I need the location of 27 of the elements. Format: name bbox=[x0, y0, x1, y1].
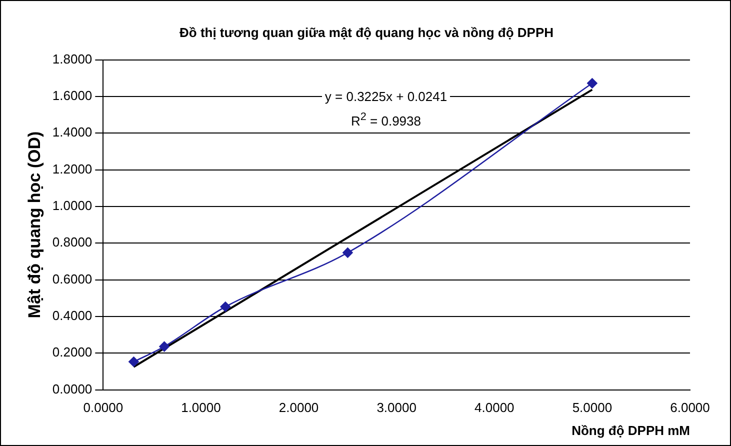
chart-title: Đồ thị tương quan giữa mật độ quang học và nồng độ DPPH bbox=[178, 25, 554, 40]
y-tick-label: 0.2000 bbox=[52, 344, 92, 360]
y-axis-title: Mật độ quang học (OD) bbox=[24, 131, 44, 318]
annotation: R$^{2}$ = 0.9938 bbox=[348, 107, 424, 132]
y-tick-label: 0.8000 bbox=[52, 234, 92, 250]
y-tick-label: 1.8000 bbox=[52, 51, 92, 66]
y-tick-label: 0.0000 bbox=[52, 381, 92, 396]
x-tick-label: 0.0000 bbox=[83, 400, 124, 416]
y-tick-label: 0.4000 bbox=[52, 308, 92, 324]
x-tick-label: 1.0000 bbox=[181, 400, 221, 416]
x-tick-label: 2.0000 bbox=[278, 400, 319, 416]
point bbox=[587, 78, 598, 88]
y-tick-label: 1.2000 bbox=[52, 161, 92, 176]
y-tick-label: 1.0000 bbox=[52, 198, 92, 214]
point bbox=[159, 341, 170, 352]
point bbox=[220, 302, 231, 312]
point bbox=[342, 248, 353, 258]
x-tick-label: 3.0000 bbox=[376, 400, 416, 416]
y-tick-label: 1.4000 bbox=[52, 124, 92, 140]
x-tick-label: 6.0000 bbox=[670, 400, 710, 416]
annotation: y = 0.3225x + 0.0241 bbox=[322, 87, 450, 107]
x-axis-title: Nồng độ DPPH mM bbox=[572, 422, 690, 438]
y-tick-label: 1.6000 bbox=[52, 88, 92, 104]
x-tick-label: 4.0000 bbox=[474, 400, 514, 416]
x-tick-label: 5.0000 bbox=[572, 400, 612, 416]
y-tick-label: 0.6000 bbox=[52, 271, 92, 286]
point bbox=[128, 356, 139, 367]
